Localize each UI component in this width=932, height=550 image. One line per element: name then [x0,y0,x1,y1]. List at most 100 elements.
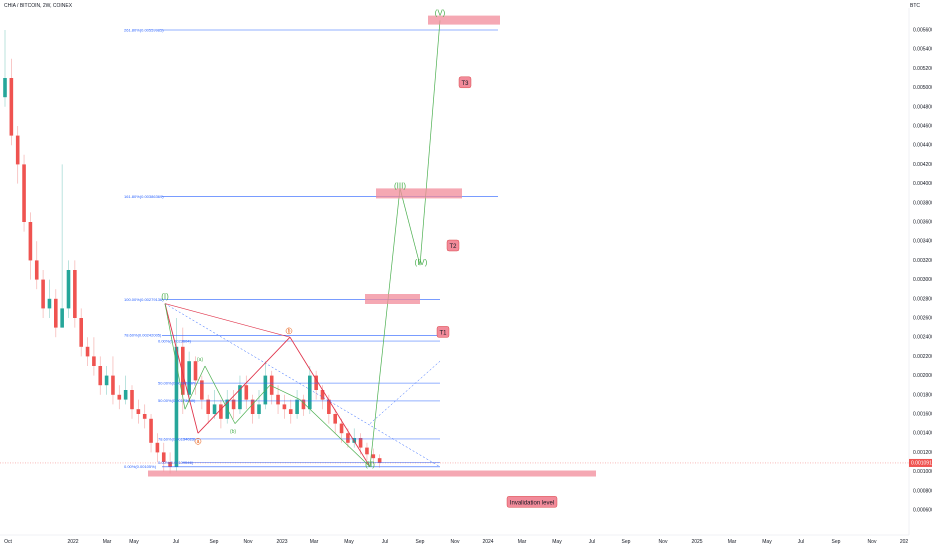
x-tick-label: Jul [589,539,595,545]
x-tick-label: Nov [451,539,460,545]
candle-body [85,346,90,357]
x-tick-label: 2023 [276,539,287,545]
wave-path-segment [419,20,441,266]
candle-body [3,78,7,98]
y-tick-label: 0.00060000 [913,508,932,514]
y-tick-label: 0.00120000 [913,450,932,456]
candle-body [308,375,312,410]
fib-level-label: 161.80%(0.00386369) [124,194,164,199]
orange-wave-circle [194,438,202,445]
orange-wave-circle [285,327,293,335]
wave-label: (V) [435,9,446,18]
inner-fib-label: 0.00%(0.00109546) [158,460,194,465]
pattern-line [164,303,199,434]
y-tick-label: 0.00300000 [913,277,932,283]
x-tick-label: May [129,539,139,545]
wave-path-segment [204,365,236,424]
candle-body [333,414,337,424]
target-callout [446,239,460,252]
x-tick-label: Sep [416,539,425,545]
candle-body [41,279,45,309]
candle-body [301,399,306,410]
pattern-line [164,303,291,338]
candle-body [136,409,141,414]
wave-label: (III) [394,181,406,190]
x-tick-label: Mar [518,539,527,545]
x-tick-label: May [344,539,354,545]
x-tick-label: 202 [900,539,909,545]
y-tick-label: 0.00500000 [913,85,932,91]
target-label: T2 [449,244,457,250]
target-zone-t2 [376,188,462,199]
candle-body [111,375,115,395]
y-tick-label: 0.00340000 [913,239,932,245]
y-tick-label: 0.00100000 [913,469,932,475]
candle-body [92,356,96,366]
wave-label: (I) [161,292,169,301]
candle-body [149,418,153,443]
y-tick-label: 0.00480000 [913,104,932,110]
wave-path-segment [369,188,401,467]
y-tick-label: 0.00140000 [913,431,932,437]
x-tick-label: Jul [173,539,179,545]
candle-body [257,404,261,414]
candle-body [54,298,58,328]
candle-body [142,414,147,419]
target-callout [436,326,450,338]
currency-label: BTC [910,3,920,9]
candle-body [377,458,382,463]
candle-body [79,318,83,347]
candle-body [187,361,191,395]
last-price-label: 0.00109100 [911,460,932,466]
candle-body [339,423,344,434]
candle-body [295,399,299,414]
y-tick-label: 0.00220000 [913,354,932,360]
x-tick-label: May [552,539,562,545]
wave-path-segment [299,399,371,468]
target-zone-t3 [428,15,500,25]
x-tick-label: Nov [868,539,877,545]
candle-body [181,346,185,395]
x-tick-label: Nov [659,539,668,545]
pattern-line [289,336,371,468]
x-tick-label: Nov [244,539,253,545]
candle-body [161,452,166,462]
candle-body [117,394,122,400]
pattern-line [197,336,291,434]
last-price-tag [909,458,932,467]
x-tick-label: Mar [728,539,737,545]
inner-fib-label: 50.00%(0.00173649) [158,398,196,403]
invalidation-zone [148,470,596,477]
y-tick-label: 0.00320000 [913,258,932,264]
invalidation-callout [506,496,558,508]
fib-level-label: 261.80%(0.00559985) [124,27,164,32]
y-tick-label: 0.00440000 [913,143,932,149]
candle-body [352,438,357,443]
candle-body [9,78,14,136]
candle-body [282,404,287,410]
orange-wave-label: a [197,439,200,445]
candle-body [130,390,134,410]
candle-body [155,442,160,453]
y-tick-label: 0.00200000 [913,373,932,379]
target-zone-t1 [365,294,420,304]
y-tick-label: 0.00540000 [913,47,932,53]
target-label: T1 [439,330,447,336]
x-tick-label: Sep [832,539,841,545]
candle-body [219,404,223,419]
candle-body [238,385,242,410]
target-callout [458,76,472,89]
candle-body [244,385,249,400]
x-tick-label: Oct [4,539,12,545]
x-tick-label: 2024 [482,539,493,545]
candle-body [231,399,236,410]
y-tick-label: 0.00400000 [913,181,932,187]
y-tick-label: 0.00280000 [913,296,932,302]
y-tick-label: 0.00260000 [913,316,932,322]
candle-body [250,399,255,414]
candle-body [200,380,204,400]
y-tick-label: 0.00520000 [913,66,932,72]
candle-body [28,222,33,261]
